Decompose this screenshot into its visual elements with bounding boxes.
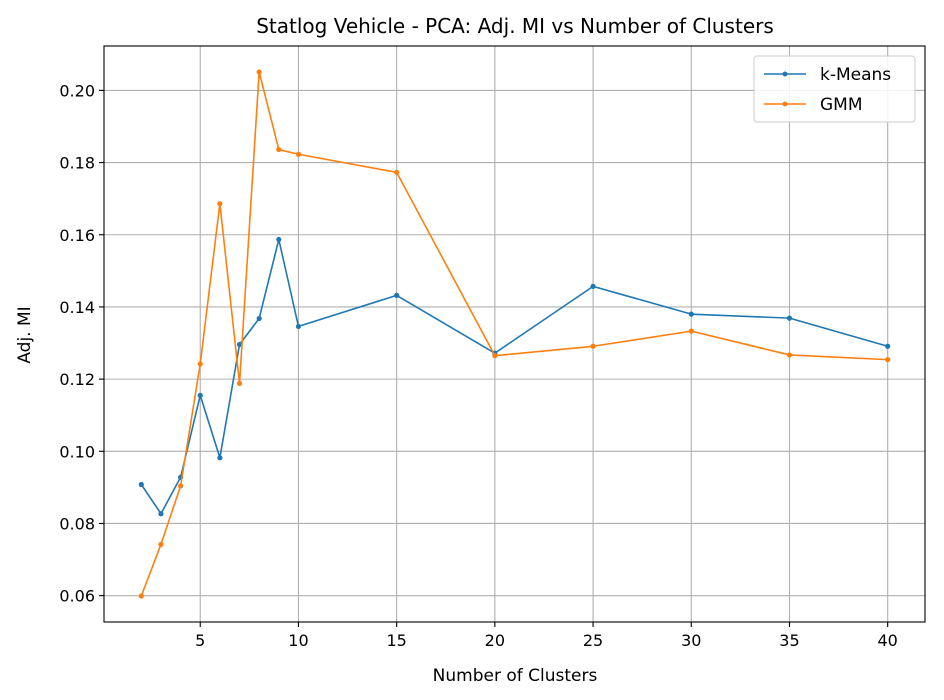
legend-entry-kmeans: k-Means (764, 65, 891, 85)
data-point-k-means (885, 343, 891, 349)
data-point-gmm (885, 357, 891, 363)
data-point-k-means (276, 236, 282, 243)
y-tick-label: 0.20 (59, 81, 95, 100)
legend-label-gmm: GMM (820, 95, 863, 115)
data-point-gmm (394, 169, 400, 175)
y-tick-label: 0.16 (59, 226, 95, 245)
legend-box (753, 55, 916, 123)
x-tick-label: 15 (386, 631, 406, 650)
legend-entry-gmm: GMM (764, 95, 863, 115)
data-point-k-means (217, 455, 223, 461)
y-tick-label: 0.14 (59, 298, 95, 317)
y-tick-label: 0.08 (59, 514, 95, 533)
x-tick-label: 35 (779, 631, 799, 650)
data-point-k-means (256, 315, 262, 322)
data-point-gmm (217, 201, 223, 207)
data-point-k-means (688, 311, 694, 317)
data-point-k-means (786, 315, 793, 321)
x-axis-ticks: 5 10 15 20 25 30 35 40 (195, 622, 898, 650)
data-point-k-means (236, 341, 243, 348)
x-tick-label: 20 (485, 631, 505, 650)
y-tick-label: 0.18 (59, 154, 95, 173)
data-point-gmm (590, 343, 596, 349)
data-point-gmm (492, 353, 498, 359)
grid (104, 46, 925, 622)
data-point-gmm (295, 151, 302, 157)
x-tick-label: 5 (195, 631, 205, 650)
x-tick-label: 25 (583, 631, 603, 650)
data-point-gmm (786, 352, 793, 358)
y-tick-label: 0.06 (59, 587, 95, 606)
data-point-gmm (158, 541, 164, 548)
data-point-k-means (138, 481, 144, 488)
data-point-gmm (178, 483, 184, 489)
plot-frame (103, 45, 926, 623)
y-tick-label: 0.10 (59, 442, 95, 461)
series-gmm (138, 69, 891, 599)
chart-title: Statlog Vehicle - PCA: Adj. MI vs Number… (256, 14, 774, 38)
legend-label-kmeans: k-Means (820, 65, 891, 85)
data-point-gmm (256, 69, 262, 75)
data-point-gmm (276, 146, 282, 153)
legend: k-Means GMM (753, 55, 916, 123)
data-point-k-means (295, 323, 302, 330)
x-axis-label: Number of Clusters (433, 666, 598, 686)
data-point-gmm (236, 380, 243, 387)
series-layer (138, 69, 891, 599)
legend-marker-gmm (782, 101, 788, 107)
y-axis-label: Adj. MI (15, 306, 35, 363)
x-tick-label: 40 (878, 631, 898, 650)
y-axis-ticks: 0.06 0.08 0.10 0.12 0.14 0.16 0.18 0.20 (59, 81, 104, 606)
x-tick-label: 30 (681, 631, 701, 650)
data-point-gmm (138, 593, 144, 599)
data-point-k-means (158, 511, 164, 517)
data-point-gmm (688, 328, 694, 334)
x-tick-label: 10 (288, 631, 308, 650)
data-point-k-means (590, 283, 596, 289)
y-tick-label: 0.12 (59, 370, 95, 389)
legend-marker-kmeans (782, 71, 788, 77)
data-point-k-means (197, 392, 203, 398)
data-point-gmm (197, 361, 203, 367)
data-point-k-means (394, 292, 400, 298)
